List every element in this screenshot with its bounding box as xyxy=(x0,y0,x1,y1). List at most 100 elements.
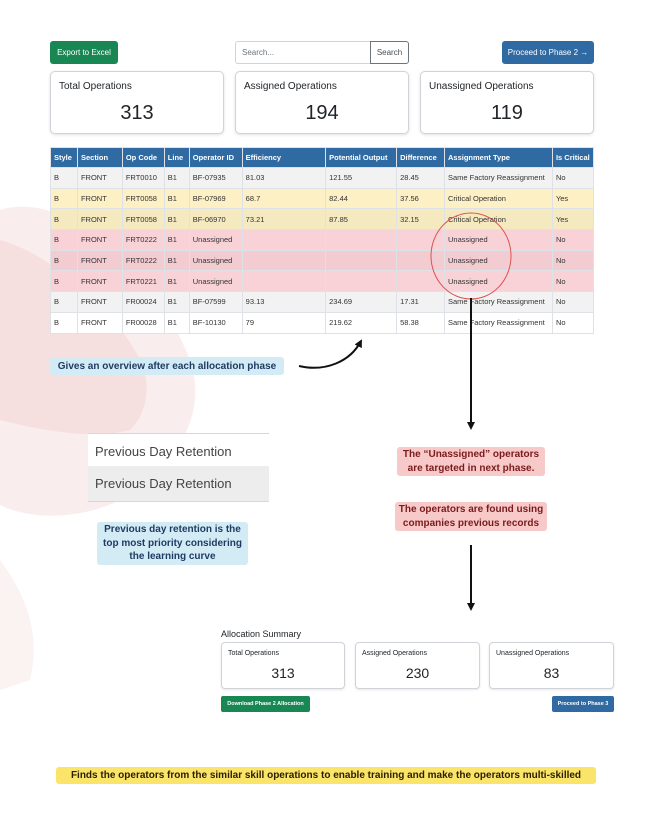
table-cell: Unassigned xyxy=(444,249,553,272)
unassigned-next-phase-annotation: The “Unassigned” operators are targeted … xyxy=(397,447,545,476)
table-cell: Yes xyxy=(551,187,595,210)
table-cell: B xyxy=(50,167,78,189)
column-header[interactable]: Difference xyxy=(396,147,445,168)
table-cell xyxy=(396,270,445,293)
table-cell: BF-07969 xyxy=(188,187,243,210)
card-value: 313 xyxy=(120,102,154,124)
card-title: Unassigned Operations xyxy=(429,81,534,92)
retention-snippet: Previous Day Retention Previous Day Rete… xyxy=(88,427,269,503)
table-cell xyxy=(241,249,327,272)
table-row[interactable]: B FRONT FRT0222 B1 Unassigned Unassigned No xyxy=(50,249,595,272)
search-input[interactable] xyxy=(235,41,370,64)
table-row[interactable]: B FRONT FRT0221 B1 Unassigned Unassigned No xyxy=(50,270,595,293)
overview-annotation: Gives an overview after each allocation … xyxy=(50,357,284,375)
table-cell: No xyxy=(551,291,595,313)
table-cell: 79 xyxy=(241,311,327,334)
retention-annotation: Previous day retention is the top most p… xyxy=(97,522,248,565)
table-cell: B1 xyxy=(163,229,190,251)
table-cell: 68.7 xyxy=(241,187,327,210)
table-cell: FRT0010 xyxy=(121,167,165,189)
table-cell xyxy=(325,249,398,272)
card-value: 313 xyxy=(271,665,295,681)
table-cell: 81.03 xyxy=(241,167,327,189)
table-cell: Unassigned xyxy=(444,270,553,293)
table-cell: No xyxy=(551,249,595,272)
table-cell: Unassigned xyxy=(188,270,243,293)
search-button[interactable]: Search xyxy=(370,41,409,64)
table-cell: FRT0222 xyxy=(121,229,165,251)
table-cell: No xyxy=(551,229,595,251)
table-row[interactable]: B FRONT FRT0058 B1 BF-07969 68.7 82.44 37.56 Cri… xyxy=(50,187,595,210)
table-row[interactable]: B FRONT FR00024 B1 BF-07599 93.13 234.69 17.31 S… xyxy=(50,291,595,313)
export-to-excel-button[interactable]: Export to Excel xyxy=(50,41,118,64)
allocation-summary-title: Allocation Summary xyxy=(221,629,302,639)
curved-arrow xyxy=(298,339,362,369)
table-cell: 93.13 xyxy=(241,291,327,313)
column-header[interactable]: Op Code xyxy=(121,147,165,168)
card-value: 194 xyxy=(305,102,339,124)
table-cell: B xyxy=(50,229,78,251)
column-header[interactable]: Operator ID xyxy=(188,147,243,168)
card-title: Unassigned Operations xyxy=(496,650,570,657)
table-cell: FR00024 xyxy=(121,291,165,313)
card-title: Total Operations xyxy=(59,81,132,92)
proceed-to-phase-3-button[interactable]: Proceed to Phase 3 xyxy=(552,696,614,712)
table-row[interactable]: B FRONT FR00028 B1 BF-10130 79 219.62 58.38 Same… xyxy=(50,311,595,334)
table-cell: B1 xyxy=(163,187,190,210)
table-row[interactable]: B FRONT FRT0222 B1 Unassigned Unassigned No xyxy=(50,229,595,251)
table-cell: FRT0058 xyxy=(121,208,165,231)
column-header[interactable]: Efficiency xyxy=(241,147,327,168)
table-cell xyxy=(325,270,398,293)
previous-records-annotation: The operators are found using companies … xyxy=(395,502,547,531)
column-header[interactable]: Potential Output xyxy=(325,147,398,168)
table-cell: 37.56 xyxy=(396,187,445,210)
table-cell: B xyxy=(50,270,78,293)
table-row[interactable]: B FRONT FRT0058 B1 BF-06970 73.21 87.85 32.15 Cr… xyxy=(50,208,595,231)
summary-unassigned-operations-card: Unassigned Operations 83 xyxy=(489,642,614,689)
table-cell: FRONT xyxy=(76,229,123,251)
table-cell: FRONT xyxy=(76,208,123,231)
table-cell: FRONT xyxy=(76,167,123,189)
table-cell: 73.21 xyxy=(241,208,327,231)
table-cell: B xyxy=(50,187,78,210)
table-cell: FRONT xyxy=(76,187,123,210)
table-cell: FRT0058 xyxy=(121,187,165,210)
table-row[interactable]: B FRONT FRT0010 B1 BF-07935 81.03 121.55 28.45 S… xyxy=(50,167,595,189)
summary-total-operations-card: Total Operations 313 xyxy=(221,642,345,689)
column-header[interactable]: Assignment Type xyxy=(444,147,553,168)
table-cell: BF-10130 xyxy=(188,311,243,334)
table-cell: No xyxy=(551,167,595,189)
card-value: 119 xyxy=(491,102,523,124)
retention-row: Previous Day Retention xyxy=(88,433,269,469)
column-header[interactable]: Style xyxy=(50,147,78,168)
table-cell: B1 xyxy=(163,270,190,293)
card-title: Total Operations xyxy=(228,650,279,657)
table-cell: Critical Operation xyxy=(444,187,553,210)
table-cell: B xyxy=(50,208,78,231)
table-cell: 87.85 xyxy=(325,208,398,231)
download-phase-2-allocation-button[interactable]: Download Phase 2 Allocation xyxy=(221,696,310,712)
similar-skill-annotation: Finds the operators from the similar ski… xyxy=(56,767,596,784)
table-cell xyxy=(241,229,327,251)
table-cell: 17.31 xyxy=(396,291,445,313)
card-title: Assigned Operations xyxy=(244,81,337,92)
table-cell: 121.55 xyxy=(325,167,398,189)
column-header[interactable]: Line xyxy=(163,147,190,168)
table-cell: BF-06970 xyxy=(188,208,243,231)
retention-row: Previous Day Retention xyxy=(88,466,269,502)
column-header[interactable]: Is Critical xyxy=(551,147,595,168)
proceed-to-phase-2-button[interactable]: Proceed to Phase 2 → xyxy=(502,41,594,64)
table-cell: 32.15 xyxy=(396,208,445,231)
table-cell: Yes xyxy=(551,208,595,231)
table-cell: Unassigned xyxy=(188,249,243,272)
table-body: B FRONT FRT0010 B1 BF-07935 81.03 121.55 28.45 S… xyxy=(50,167,595,334)
table-cell: FRT0222 xyxy=(121,249,165,272)
card-value: 230 xyxy=(405,665,430,681)
column-header[interactable]: Section xyxy=(76,147,123,168)
table-cell: 234.69 xyxy=(325,291,398,313)
table-cell xyxy=(325,229,398,251)
table-cell: B1 xyxy=(163,311,190,334)
table-cell: B xyxy=(50,291,78,313)
table-cell: B1 xyxy=(163,208,190,231)
table-cell: Same Factory Reassignment xyxy=(444,311,553,334)
